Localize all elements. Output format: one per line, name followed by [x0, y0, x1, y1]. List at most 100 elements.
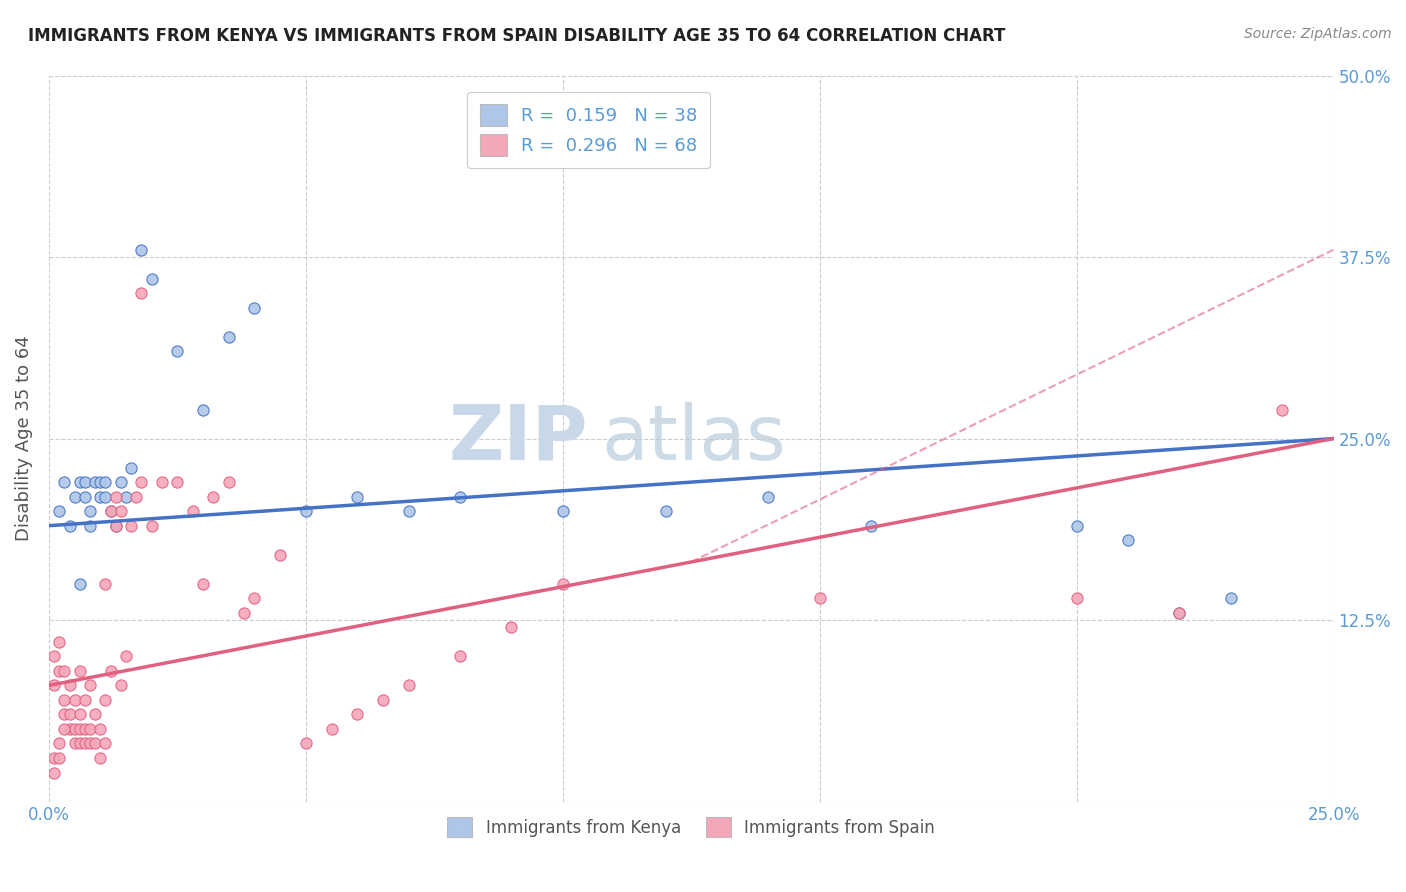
- Point: [73, 722, 96, 736]
- Point: [191, 576, 214, 591]
- Point: [551, 504, 574, 518]
- Point: [69, 475, 91, 489]
- Text: atlas: atlas: [602, 401, 786, 475]
- Point: [89, 490, 111, 504]
- Point: [69, 576, 91, 591]
- Point: [94, 737, 117, 751]
- Point: [63, 737, 86, 751]
- Point: [501, 620, 523, 634]
- Text: IMMIGRANTS FROM KENYA VS IMMIGRANTS FROM SPAIN DISABILITY AGE 35 TO 64 CORRELATI: IMMIGRANTS FROM KENYA VS IMMIGRANTS FROM…: [28, 27, 1005, 45]
- Point: [120, 518, 142, 533]
- Point: [120, 460, 142, 475]
- Point: [53, 475, 76, 489]
- Point: [58, 518, 80, 533]
- Point: [69, 664, 91, 678]
- Point: [1066, 518, 1088, 533]
- Point: [1168, 606, 1191, 620]
- Point: [53, 693, 76, 707]
- Point: [73, 490, 96, 504]
- Point: [73, 693, 96, 707]
- Legend: Immigrants from Kenya, Immigrants from Spain: Immigrants from Kenya, Immigrants from S…: [440, 811, 942, 844]
- Point: [100, 504, 122, 518]
- Point: [89, 751, 111, 765]
- Point: [551, 576, 574, 591]
- Point: [654, 504, 676, 518]
- Point: [243, 301, 266, 315]
- Point: [1066, 591, 1088, 606]
- Point: [94, 693, 117, 707]
- Point: [89, 475, 111, 489]
- Point: [104, 490, 127, 504]
- Point: [150, 475, 173, 489]
- Point: [73, 475, 96, 489]
- Point: [398, 678, 420, 692]
- Point: [398, 504, 420, 518]
- Point: [69, 722, 91, 736]
- Point: [94, 576, 117, 591]
- Point: [449, 490, 471, 504]
- Point: [1271, 402, 1294, 417]
- Point: [94, 490, 117, 504]
- Point: [321, 722, 343, 736]
- Point: [295, 504, 318, 518]
- Point: [48, 635, 70, 649]
- Point: [42, 765, 65, 780]
- Point: [63, 693, 86, 707]
- Point: [115, 649, 138, 664]
- Point: [100, 664, 122, 678]
- Point: [346, 490, 368, 504]
- Point: [63, 490, 86, 504]
- Point: [243, 591, 266, 606]
- Point: [84, 737, 107, 751]
- Point: [191, 402, 214, 417]
- Point: [218, 330, 240, 344]
- Point: [1116, 533, 1139, 548]
- Point: [42, 751, 65, 765]
- Point: [346, 707, 368, 722]
- Point: [42, 649, 65, 664]
- Point: [110, 678, 132, 692]
- Point: [860, 518, 883, 533]
- Point: [69, 707, 91, 722]
- Point: [131, 243, 153, 257]
- Point: [89, 722, 111, 736]
- Point: [48, 751, 70, 765]
- Point: [449, 649, 471, 664]
- Point: [141, 518, 163, 533]
- Point: [53, 664, 76, 678]
- Point: [131, 286, 153, 301]
- Point: [79, 722, 101, 736]
- Point: [58, 722, 80, 736]
- Point: [48, 664, 70, 678]
- Point: [110, 504, 132, 518]
- Point: [42, 678, 65, 692]
- Point: [110, 475, 132, 489]
- Point: [84, 475, 107, 489]
- Point: [79, 737, 101, 751]
- Point: [295, 737, 318, 751]
- Point: [371, 693, 394, 707]
- Point: [115, 490, 138, 504]
- Point: [166, 344, 188, 359]
- Point: [808, 591, 831, 606]
- Y-axis label: Disability Age 35 to 64: Disability Age 35 to 64: [15, 335, 32, 541]
- Point: [125, 490, 148, 504]
- Point: [58, 678, 80, 692]
- Point: [73, 737, 96, 751]
- Point: [58, 707, 80, 722]
- Point: [94, 475, 117, 489]
- Point: [131, 475, 153, 489]
- Point: [218, 475, 240, 489]
- Point: [166, 475, 188, 489]
- Point: [141, 272, 163, 286]
- Point: [48, 504, 70, 518]
- Point: [69, 737, 91, 751]
- Point: [53, 707, 76, 722]
- Point: [1219, 591, 1241, 606]
- Point: [79, 518, 101, 533]
- Point: [1168, 606, 1191, 620]
- Point: [181, 504, 204, 518]
- Point: [233, 606, 256, 620]
- Point: [79, 504, 101, 518]
- Point: [84, 707, 107, 722]
